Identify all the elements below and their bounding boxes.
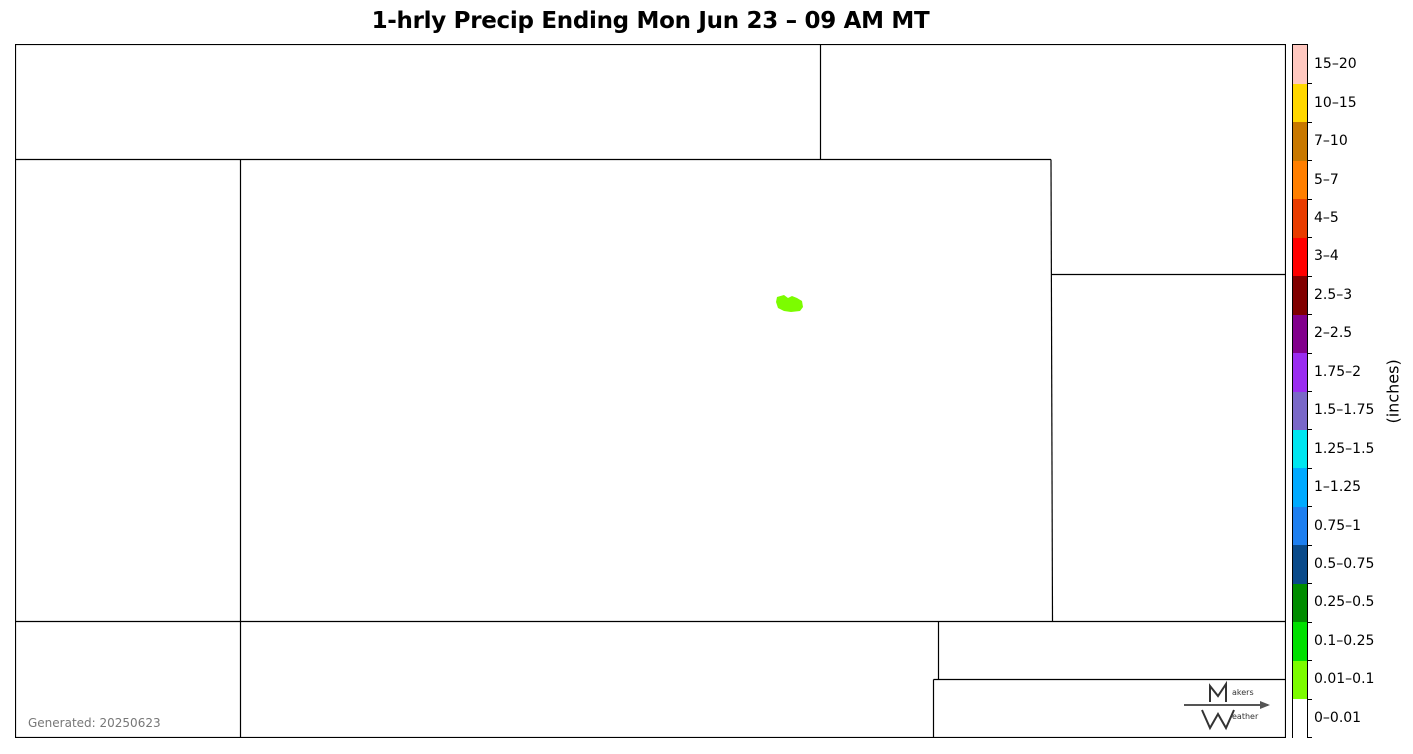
logo-bottom-text: eather bbox=[1232, 712, 1259, 721]
colorbar-tick bbox=[1307, 352, 1312, 354]
colorbar-bin bbox=[1293, 314, 1307, 354]
colorbar-bin bbox=[1293, 121, 1307, 161]
colorbar-tick bbox=[1307, 467, 1312, 469]
colorbar-bin bbox=[1293, 429, 1307, 469]
colorbar-bin bbox=[1293, 275, 1307, 315]
colorbar-tick-label: 1.25–1.5 bbox=[1314, 440, 1375, 457]
colorbar-tick-label: 1.75–2 bbox=[1314, 363, 1362, 380]
colorbar-tick bbox=[1307, 314, 1312, 316]
colorbar-tick bbox=[1307, 237, 1312, 239]
colorbar-tick bbox=[1307, 198, 1312, 200]
colorbar-tick-label: 10–15 bbox=[1314, 94, 1357, 111]
colorbar-tick-label: 3–4 bbox=[1314, 248, 1339, 265]
colorbar-bin bbox=[1293, 198, 1307, 238]
colorbar-bin bbox=[1293, 467, 1307, 507]
generated-date: Generated: 20250623 bbox=[28, 716, 161, 730]
colorbar-bin bbox=[1293, 352, 1307, 392]
colorbar-tick-label: 15–20 bbox=[1314, 56, 1357, 73]
colorbar-bin bbox=[1293, 83, 1307, 123]
state-boundaries bbox=[15, 44, 1286, 738]
colorbar-tick-label: 1–1.25 bbox=[1314, 479, 1362, 496]
colorbar-tick bbox=[1307, 83, 1312, 85]
colorbar-bin bbox=[1293, 544, 1307, 584]
colorbar-tick-label: 2.5–3 bbox=[1314, 286, 1353, 303]
colorbar-tick bbox=[1307, 660, 1312, 662]
colorbar-bin bbox=[1293, 45, 1307, 84]
colorbar-bin bbox=[1293, 698, 1307, 738]
colorbar-tick bbox=[1307, 583, 1312, 585]
colorbar-unit-label: (inches) bbox=[1383, 359, 1403, 424]
colorbar-tick-label: 0.5–0.75 bbox=[1314, 556, 1375, 572]
colorbar-tick bbox=[1307, 544, 1312, 546]
colorbar-bin bbox=[1293, 660, 1307, 700]
colorbar-bin bbox=[1293, 160, 1307, 200]
colorbar-tick bbox=[1307, 391, 1312, 392]
makers-weather-logo-icon bbox=[1184, 680, 1270, 731]
colorbar-tick bbox=[1307, 698, 1312, 700]
colorbar-tick bbox=[1307, 506, 1312, 508]
colorbar-tick-label: 0–0.01 bbox=[1314, 709, 1362, 726]
colorbar-tick-label: 0.1–0.25 bbox=[1314, 632, 1375, 649]
colorbar-tick-label: 0.01–0.1 bbox=[1314, 671, 1375, 688]
precip-colorbar bbox=[1292, 44, 1308, 738]
state-border-east bbox=[1050, 159, 1054, 622]
colorbar-tick-label: 0.25–0.5 bbox=[1314, 594, 1375, 611]
colorbar-tick-label: 2–2.5 bbox=[1314, 325, 1353, 342]
colorbar-tick bbox=[1307, 121, 1312, 123]
colorbar-bin bbox=[1293, 391, 1307, 430]
map-title: 1-hrly Precip Ending Mon Jun 23 – 09 AM … bbox=[371, 8, 930, 34]
precip-map bbox=[15, 44, 1286, 738]
colorbar-bin bbox=[1293, 237, 1307, 277]
colorbar-tick bbox=[1307, 621, 1312, 623]
colorbar-tick-label: 4–5 bbox=[1314, 210, 1339, 226]
colorbar-bin bbox=[1293, 506, 1307, 546]
colorbar-tick-label: 0.75–1 bbox=[1314, 517, 1362, 534]
colorbar-tick-label: 7–10 bbox=[1314, 133, 1348, 150]
colorbar-tick-label: 5–7 bbox=[1314, 171, 1339, 188]
colorbar-tick bbox=[1307, 275, 1312, 277]
colorbar-bin bbox=[1293, 621, 1307, 661]
logo-top-text: akers bbox=[1232, 688, 1254, 697]
map-frame bbox=[15, 44, 1286, 738]
colorbar-tick bbox=[1307, 737, 1312, 738]
colorbar-tick bbox=[1307, 160, 1312, 162]
colorbar-bin bbox=[1293, 583, 1307, 623]
colorbar-tick bbox=[1307, 429, 1312, 431]
colorbar-tick-label: 1.5–1.75 bbox=[1314, 402, 1375, 419]
precip-cell bbox=[776, 295, 803, 312]
